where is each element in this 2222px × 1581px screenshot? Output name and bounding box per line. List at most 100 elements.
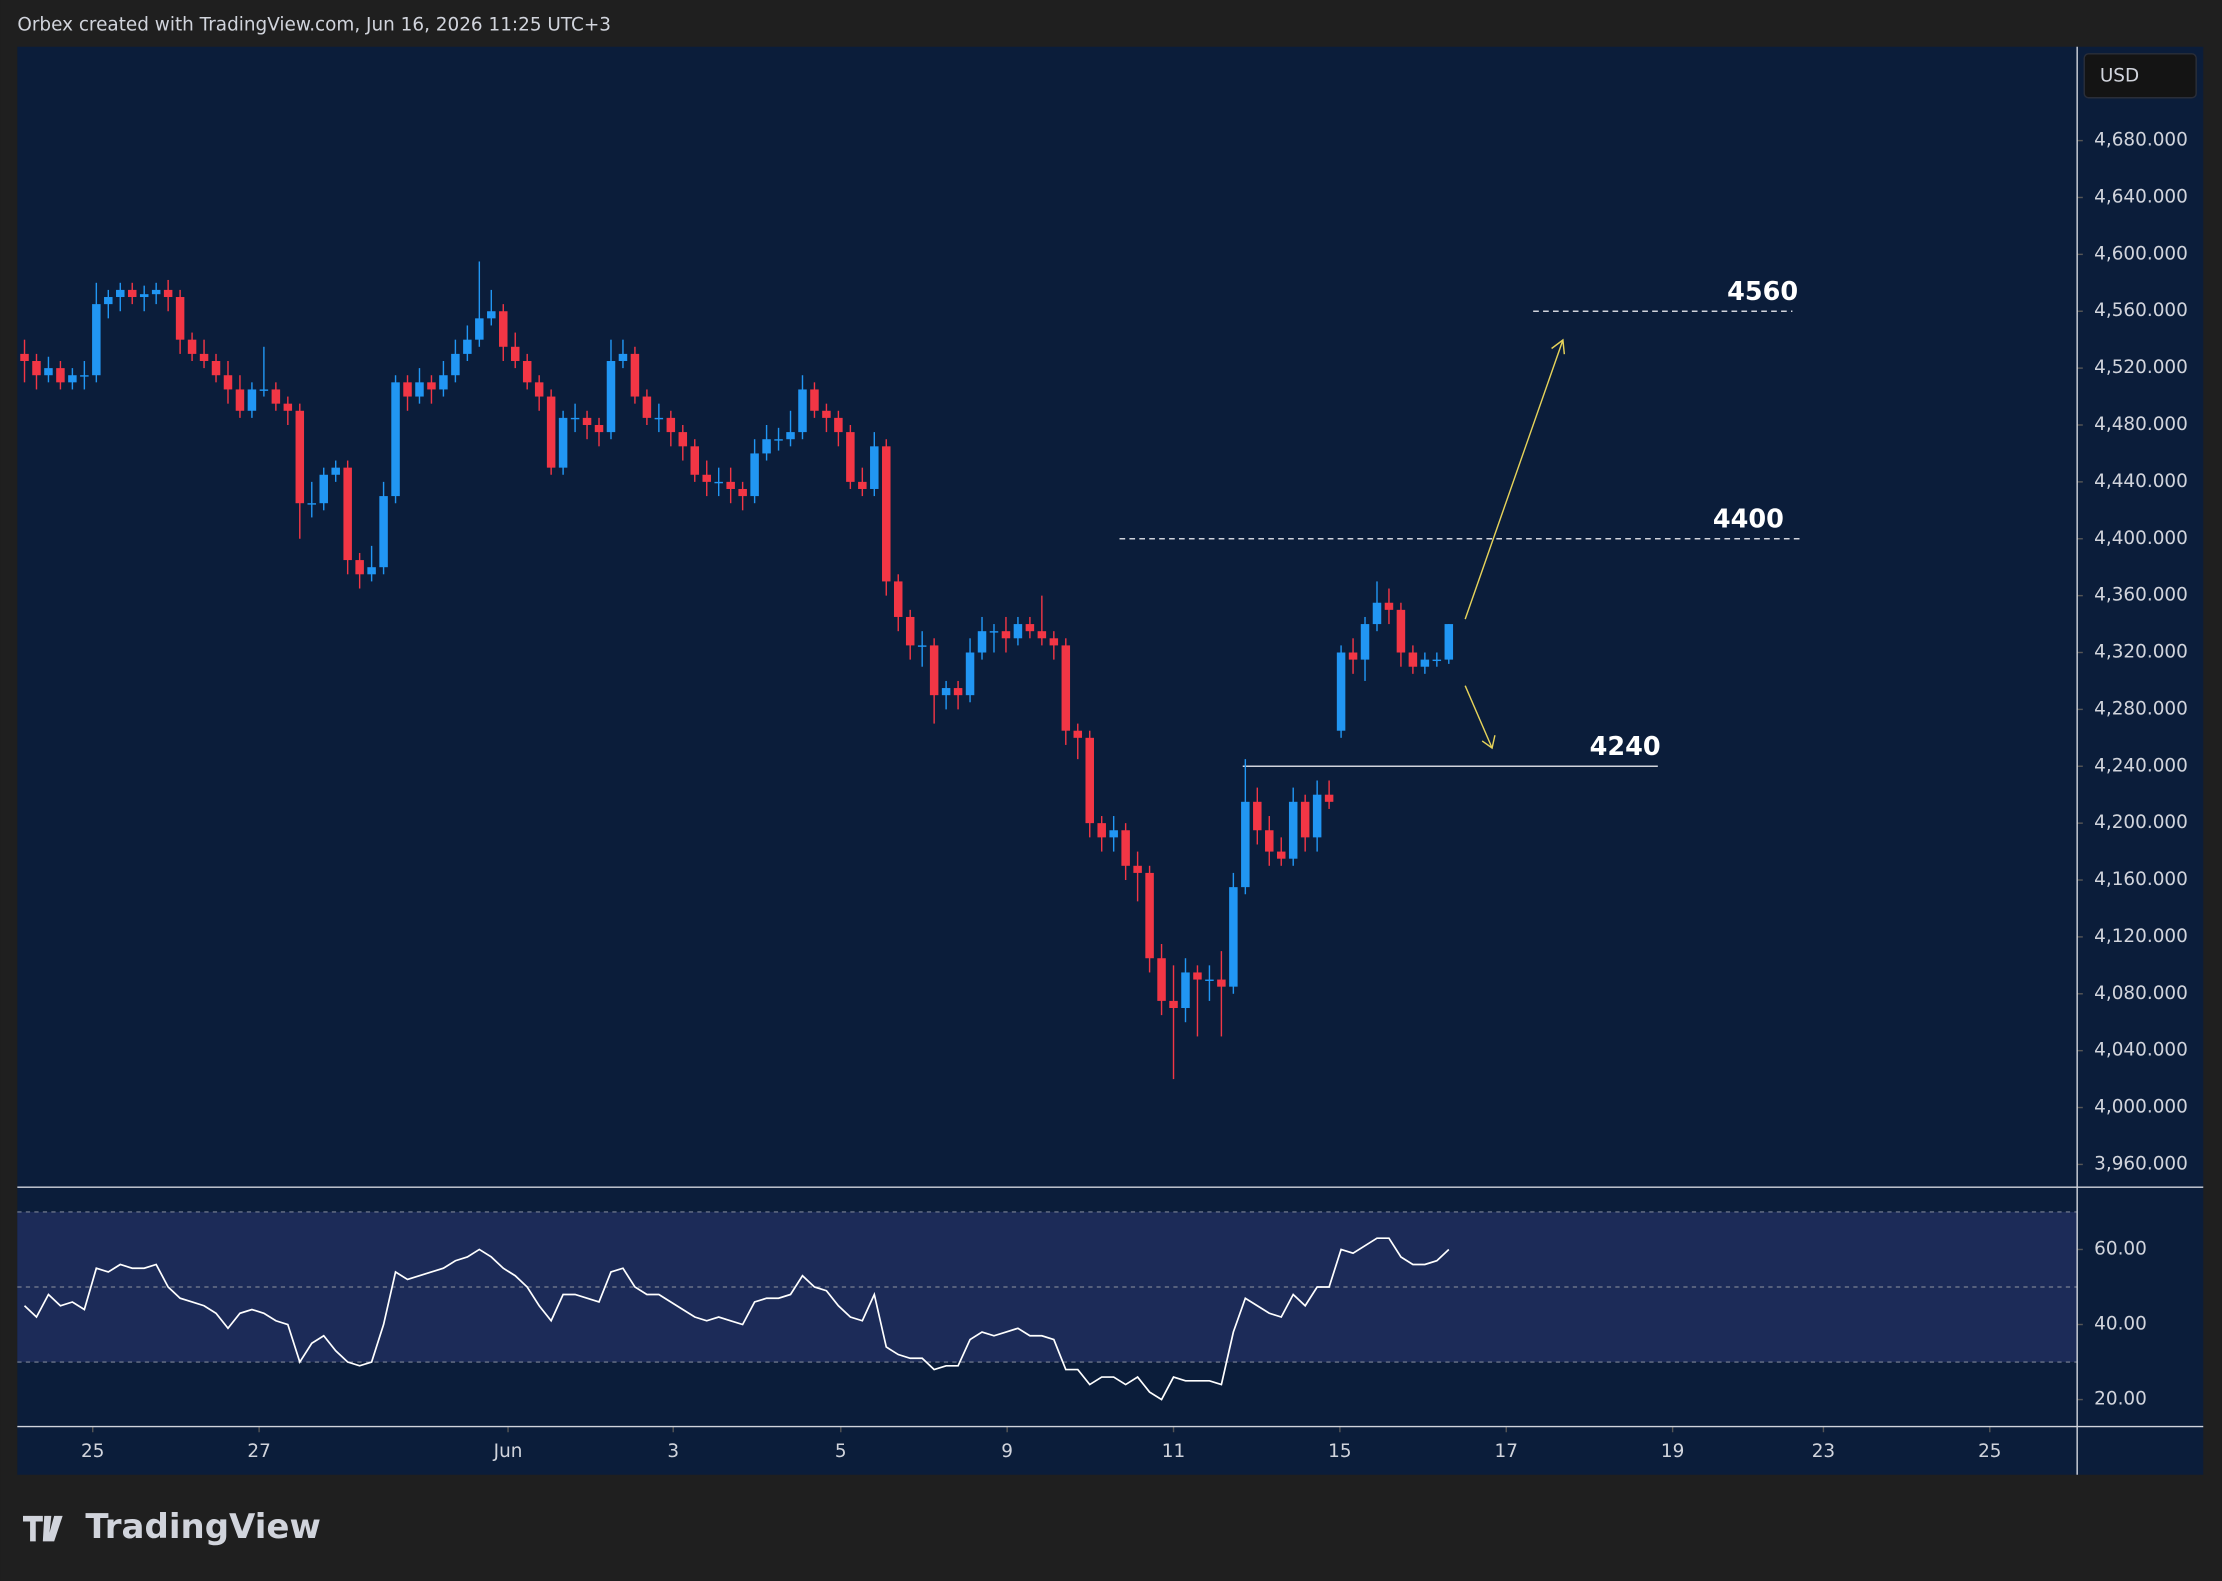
candle-body <box>1396 609 1406 653</box>
candle-body <box>415 382 424 397</box>
candle-body <box>941 688 951 696</box>
y-tick-label: 4,200.000 <box>2094 812 2188 833</box>
y-tick-label: 4,520.000 <box>2094 357 2188 378</box>
candle-body <box>499 311 508 347</box>
candle-body <box>822 410 831 418</box>
candle-body <box>965 652 975 696</box>
candle-body <box>510 346 520 362</box>
candle-body <box>235 389 245 411</box>
y-tick-label: 4,600.000 <box>2094 243 2188 264</box>
candle-body <box>618 353 628 362</box>
x-tick-label: 17 <box>1495 1441 1518 1462</box>
candle-body <box>1384 602 1394 610</box>
candle-body <box>977 631 987 653</box>
x-tick-label: 27 <box>247 1441 270 1462</box>
candle-body <box>690 446 700 475</box>
x-tick-label: 5 <box>835 1441 847 1462</box>
y-tick-label: 4,440.000 <box>2094 471 2188 492</box>
candle-body <box>1133 865 1142 873</box>
candle-body <box>642 396 652 418</box>
plot: 3,960.000 4,000.000 4,040.000 4,080.000 4,12… <box>17 130 2188 1462</box>
candle-body <box>463 339 472 354</box>
x-tick-label: 11 <box>1162 1441 1185 1462</box>
y-tick-label: 4,280.000 <box>2094 698 2188 719</box>
candle-body <box>798 389 807 433</box>
arrow-head <box>1481 735 1496 750</box>
y-tick-label: 4,000.000 <box>2094 1097 2188 1118</box>
candle-body <box>917 645 927 647</box>
candle-body <box>475 318 484 340</box>
candle-body <box>1217 979 1226 987</box>
rsi-tick-label: 20.00 <box>2094 1389 2147 1410</box>
level-label: 4240 <box>1590 732 1661 762</box>
candle-body <box>738 488 747 497</box>
x-tick-label: 19 <box>1661 1441 1684 1462</box>
candle-body <box>534 382 544 397</box>
candle-body <box>1037 631 1047 639</box>
candle-body <box>882 446 891 582</box>
candle-body <box>905 616 915 646</box>
candle-body <box>307 503 317 505</box>
candle-body <box>1025 624 1035 632</box>
candle-body <box>1013 624 1023 639</box>
candle-body <box>1288 801 1298 859</box>
time-axis <box>17 1426 2204 1475</box>
candle-body <box>846 432 855 482</box>
candle-body <box>139 294 149 298</box>
candle-body <box>810 389 819 411</box>
candle-body <box>1061 645 1071 731</box>
candle-body <box>199 353 209 362</box>
rsi-tick-label: 60.00 <box>2094 1238 2147 1259</box>
candle-body <box>151 289 161 295</box>
candle-body <box>211 361 221 376</box>
candle-body <box>116 289 125 298</box>
y-tick-label: 4,560.000 <box>2094 300 2188 321</box>
candle-body <box>714 481 723 484</box>
candle-body <box>44 368 53 376</box>
candle-body <box>1001 631 1011 639</box>
y-tick-label: 4,360.000 <box>2094 585 2188 606</box>
candle-body <box>1276 851 1286 859</box>
candle-body <box>1324 794 1334 802</box>
candle-body <box>1241 801 1250 888</box>
logo-icon <box>23 1515 63 1542</box>
candle-body <box>929 645 939 696</box>
y-tick-label: 4,160.000 <box>2094 869 2188 890</box>
candle-body <box>379 496 388 568</box>
candle-body <box>666 417 676 433</box>
arrow-head <box>1551 338 1566 355</box>
candle-body <box>451 353 460 376</box>
candle-body <box>283 403 293 411</box>
price-axis <box>2077 46 2204 1427</box>
candle-body <box>953 688 963 696</box>
candle-body <box>546 396 556 468</box>
currency: USD <box>2100 66 2139 87</box>
candle-body <box>893 581 903 617</box>
candle-body <box>391 382 400 497</box>
candle-body <box>127 289 137 298</box>
y-tick-label: 4,320.000 <box>2094 642 2188 663</box>
y-tick-label: 4,480.000 <box>2094 414 2188 435</box>
candle-body <box>427 382 436 390</box>
y-tick-label: 4,640.000 <box>2094 186 2188 207</box>
currency-box[interactable] <box>2083 53 2197 99</box>
candle-body <box>1073 730 1083 738</box>
candle-body <box>487 311 496 319</box>
candle-body <box>1157 958 1166 1001</box>
candle-body <box>1181 972 1190 1008</box>
candle-body <box>1145 872 1154 959</box>
candle-body <box>1360 624 1370 660</box>
candle-body <box>223 375 233 390</box>
candle-body <box>271 389 281 404</box>
candle-body <box>1193 972 1202 980</box>
candle-body <box>403 382 412 397</box>
candle-body <box>355 560 364 575</box>
candle-body <box>558 417 568 468</box>
y-tick-label: 3,960.000 <box>2094 1153 2188 1174</box>
up-arrow <box>1464 339 1564 620</box>
candle-body <box>834 417 843 433</box>
candle-body <box>774 439 783 441</box>
candle-body <box>68 375 77 383</box>
candle-body <box>20 353 29 362</box>
candle-body <box>582 417 592 425</box>
